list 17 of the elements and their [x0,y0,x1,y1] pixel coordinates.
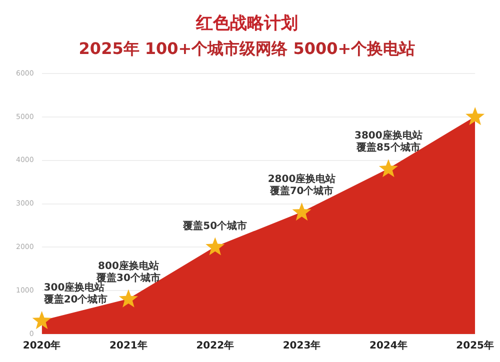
annotation: 覆盖30个城市 [96,272,160,284]
annotation: 2800座换电站 [268,173,336,186]
x-tick-label: 2021年 [110,340,148,352]
annotation: 800座换电站 [98,260,159,272]
annotation: 覆盖85个城市 [355,142,420,154]
chart-title: 红色战略计划 [195,14,298,34]
x-tick-label: 2022年 [196,340,234,352]
annotation: 300座换电站 [44,282,105,294]
x-tick-label: 2023年 [282,340,321,352]
x-tick-label: 2020年 [22,340,61,352]
annotation: 覆盖20个城市 [42,294,108,306]
x-tick-label: 2025年 [456,340,494,352]
annotation: 覆盖50个城市 [182,220,248,232]
x-tick-label: 2024年 [370,340,408,352]
annotation: 3800座换电站 [354,130,422,142]
annotation: 覆盖70个城市 [268,185,334,198]
chart-subtitle: 2025年 100+个城市级网络 5000+个换电站 [78,39,416,58]
